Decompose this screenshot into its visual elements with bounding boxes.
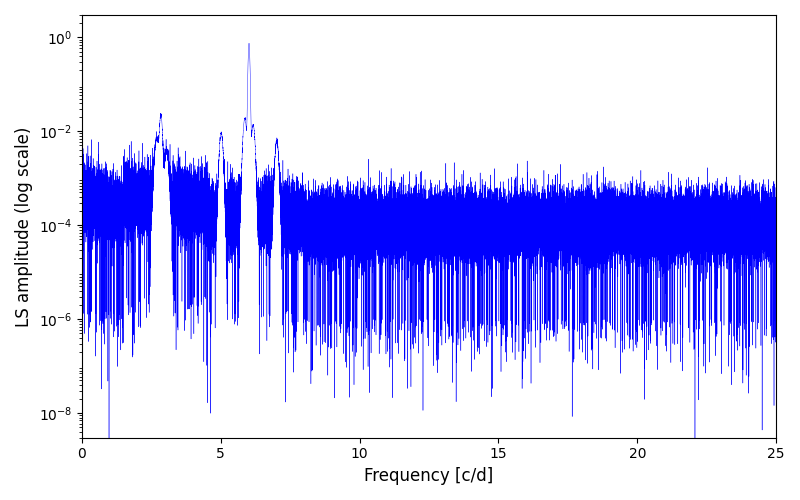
X-axis label: Frequency [c/d]: Frequency [c/d] [364, 467, 494, 485]
Y-axis label: LS amplitude (log scale): LS amplitude (log scale) [15, 126, 33, 326]
